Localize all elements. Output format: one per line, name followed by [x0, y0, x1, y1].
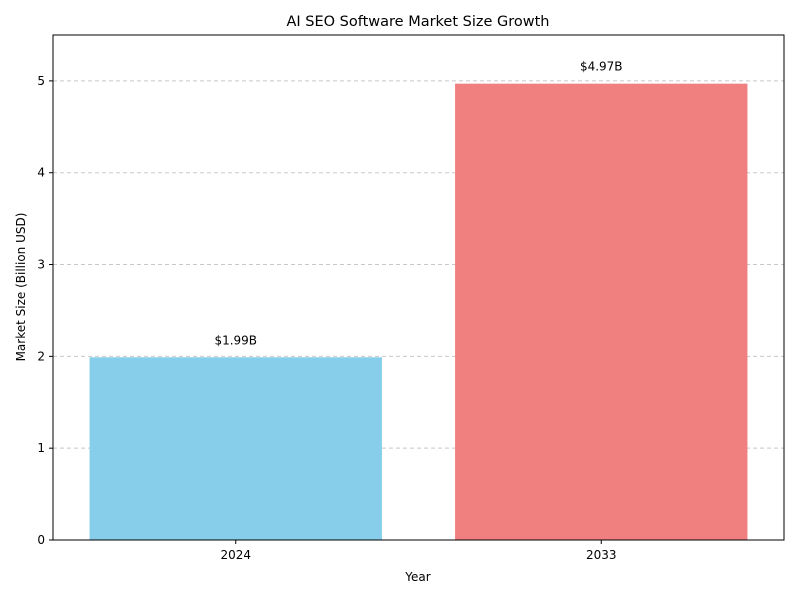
y-tick-label: 2	[37, 349, 45, 363]
x-axis-label: Year	[404, 570, 430, 584]
chart-title: AI SEO Software Market Size Growth	[286, 14, 549, 30]
y-axis-label: Market Size (Billion USD)	[14, 213, 28, 362]
bar-2024	[89, 357, 382, 540]
y-tick-label: 5	[37, 74, 45, 88]
x-axis-ticks: 2024 2033	[220, 540, 617, 562]
y-tick-label: 4	[37, 166, 45, 180]
bar-2033	[455, 83, 748, 540]
bar-value-label-2024: $1.99B	[214, 333, 257, 347]
y-tick-label: 0	[37, 533, 45, 547]
bar-value-label-2033: $4.97B	[580, 60, 623, 74]
y-axis-ticks: 0 1 2 3 4 5	[37, 74, 53, 547]
bar-value-labels: $1.99B $4.97B	[214, 60, 622, 348]
plot-frame	[52, 34, 785, 541]
bars	[89, 83, 748, 540]
y-tick-label: 3	[37, 258, 45, 272]
x-tick-label-2033: 2033	[586, 548, 617, 562]
y-tick-label: 1	[37, 441, 45, 455]
x-tick-label-2024: 2024	[220, 548, 251, 562]
